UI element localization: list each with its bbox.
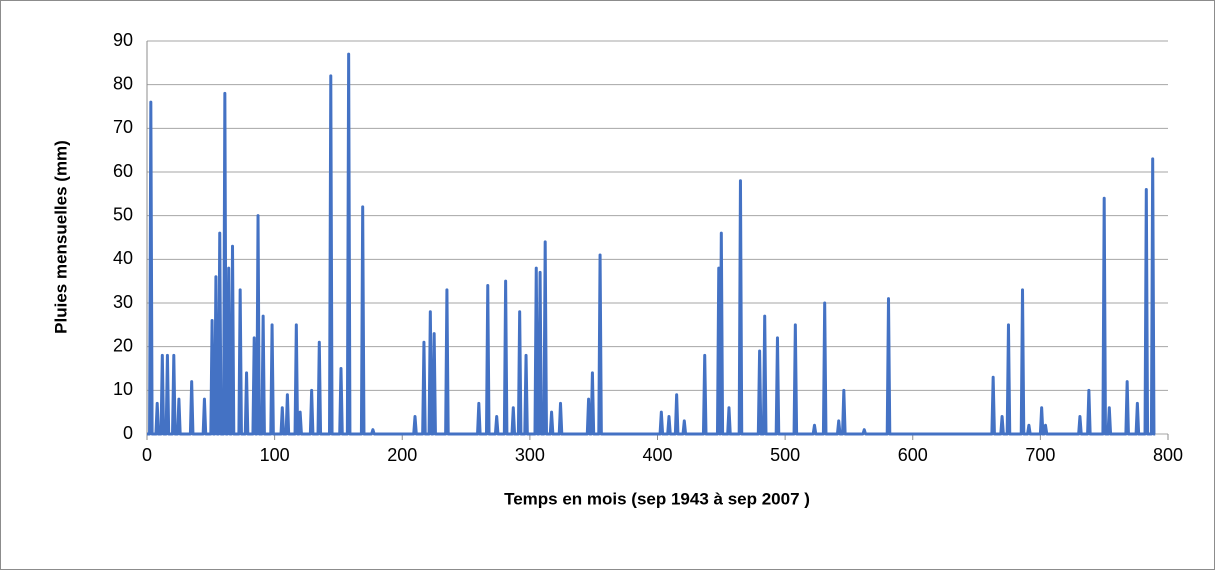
x-tick-label: 100 xyxy=(260,445,290,465)
y-tick-label: 70 xyxy=(113,117,133,137)
y-tick-label: 40 xyxy=(113,248,133,268)
y-axis-title: Pluies mensuelles (mm) xyxy=(51,140,70,334)
y-tick-label: 0 xyxy=(123,423,133,443)
y-tick-label: 20 xyxy=(113,335,133,355)
x-tick-label: 400 xyxy=(642,445,672,465)
series-line xyxy=(147,52,1156,436)
x-tick-label: 500 xyxy=(770,445,800,465)
y-tick-label: 90 xyxy=(113,30,133,50)
x-axis-title: Temps en mois (sep 1943 à sep 2007 ) xyxy=(504,489,810,508)
y-tick-label: 60 xyxy=(113,161,133,181)
x-tick-label: 0 xyxy=(142,445,152,465)
x-tick-label: 200 xyxy=(387,445,417,465)
x-tick-label: 600 xyxy=(898,445,928,465)
y-tick-label: 50 xyxy=(113,204,133,224)
x-tick-label: 700 xyxy=(1025,445,1055,465)
x-tick-label: 300 xyxy=(515,445,545,465)
y-tick-label: 10 xyxy=(113,379,133,399)
y-tick-label: 80 xyxy=(113,73,133,93)
y-tick-label: 30 xyxy=(113,292,133,312)
x-tick-label: 800 xyxy=(1153,445,1183,465)
